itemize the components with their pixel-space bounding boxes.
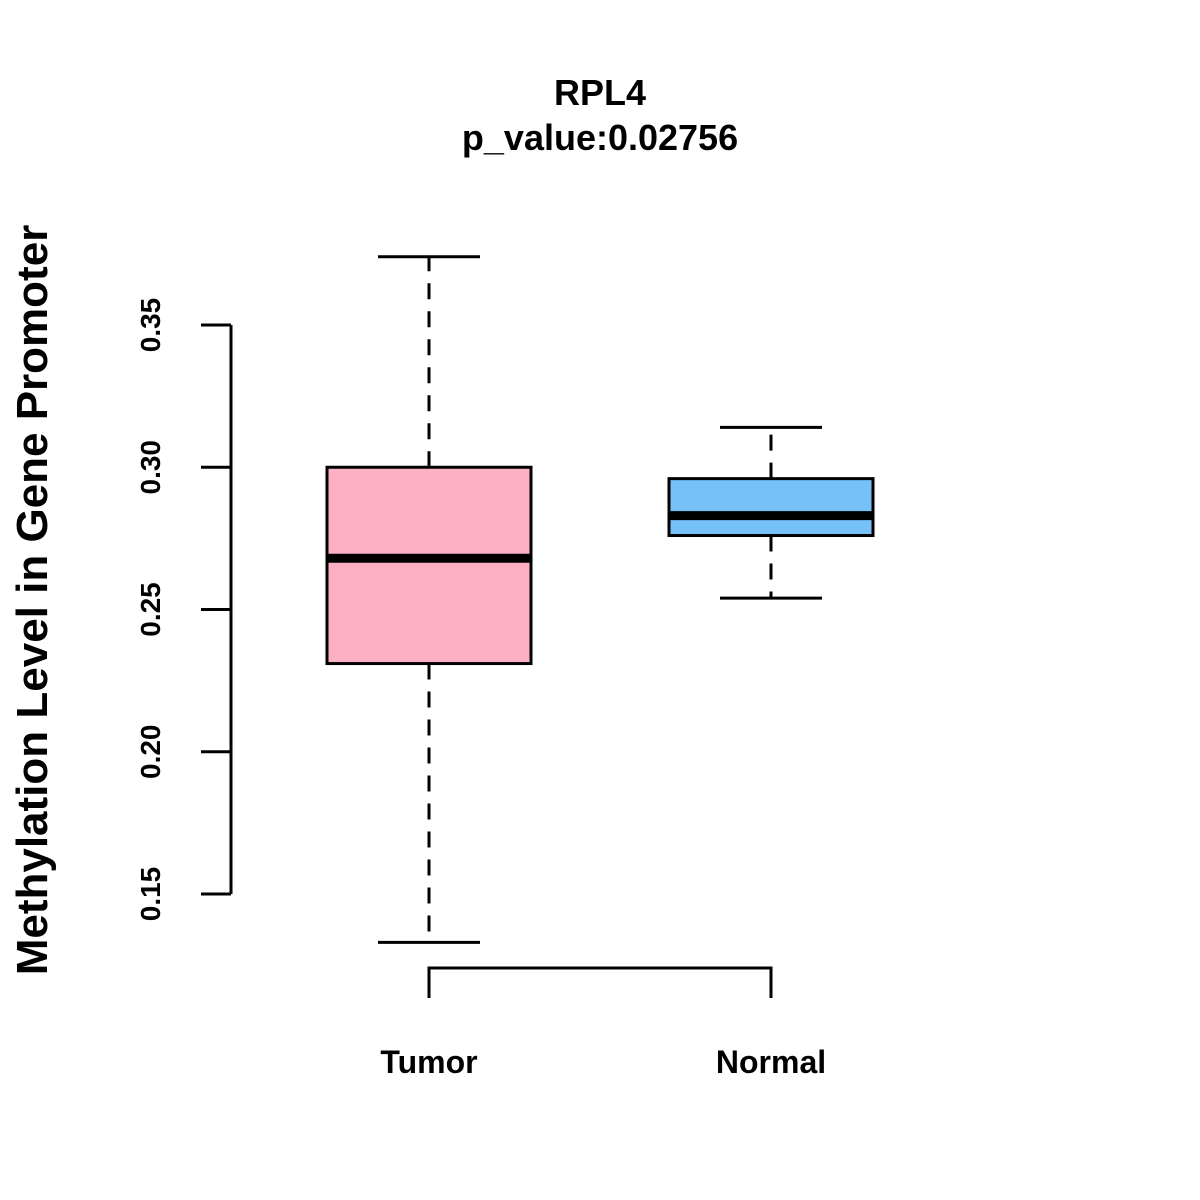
x-axis: Tumor Normal	[380, 966, 826, 1080]
x-axis-line	[427, 966, 773, 998]
box-normal	[667, 425, 875, 600]
iqr-box	[667, 477, 875, 538]
y-tick-label: 0.15	[135, 867, 166, 922]
y-tick-label: 0.35	[135, 298, 166, 353]
iqr-box	[325, 465, 533, 666]
y-tick-label: 0.20	[135, 725, 166, 780]
y-tick-label: 0.30	[135, 440, 166, 495]
y-axis: 0.15 0.20 0.25 0.30 0.35	[135, 298, 233, 922]
box-tumor	[325, 255, 533, 944]
chart-title: RPL4	[554, 72, 646, 113]
y-axis-label: Methylation Level in Gene Promoter	[8, 225, 57, 976]
box-group	[325, 255, 875, 944]
x-tick-label: Normal	[716, 1044, 826, 1080]
x-tick-label: Tumor	[380, 1044, 477, 1080]
chart-subtitle: p_value:0.02756	[462, 117, 738, 158]
y-tick-label: 0.25	[135, 582, 166, 637]
